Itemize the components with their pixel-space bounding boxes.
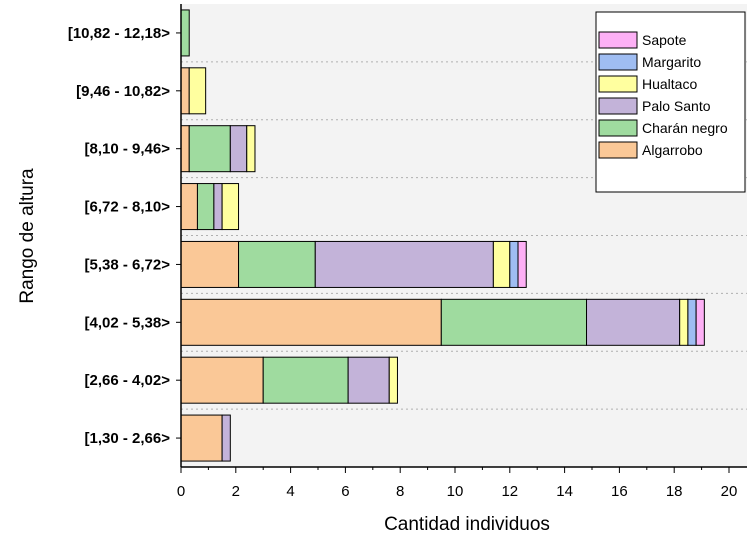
x-tick-label: 14 <box>556 483 573 500</box>
x-tick-label: 0 <box>177 483 185 500</box>
legend-swatch <box>598 31 638 49</box>
bar-segment <box>180 414 223 462</box>
bar-segment <box>180 125 190 173</box>
legend-label: Margarito <box>642 54 701 70</box>
legend-label: Palo Santo <box>642 98 711 114</box>
x-tick-label: 10 <box>447 483 464 500</box>
legend-label: Hualtaco <box>642 76 697 92</box>
x-axis-title: Cantidad individuos <box>384 514 550 535</box>
legend-swatch <box>598 75 638 93</box>
y-axis-title: Rango de altura <box>17 168 38 304</box>
legend-swatch <box>598 119 638 137</box>
bar-segment <box>180 240 240 288</box>
category-tick-label: [6,72 - 8,10> <box>85 199 171 216</box>
bar-segment <box>238 240 316 288</box>
bar-segment <box>229 125 248 173</box>
bar-segment <box>180 298 442 346</box>
category-tick-label: [9,46 - 10,82> <box>76 83 170 100</box>
legend-swatch <box>598 141 638 159</box>
axes <box>176 4 747 473</box>
bar-segment <box>314 240 494 288</box>
x-tick-label: 16 <box>611 483 628 500</box>
bar-segment <box>347 356 390 404</box>
legend-swatch <box>598 97 638 115</box>
bar-segment <box>221 414 231 462</box>
category-tick-label: [1,30 - 2,66> <box>85 430 171 447</box>
bar-segment <box>517 240 527 288</box>
bar-segment <box>687 298 697 346</box>
x-tick-label: 18 <box>666 483 683 500</box>
legend-label: Algarrobo <box>642 142 703 158</box>
x-tick-label: 2 <box>232 483 240 500</box>
bar-segment <box>188 125 231 173</box>
x-tick-labels: 0 2 4 6 8 10 12 14 16 18 20 <box>177 483 738 500</box>
legend: Sapote Margarito Hualtaco Palo Santo Charán … <box>595 11 746 193</box>
bar-segment <box>492 240 511 288</box>
bar-segment <box>440 298 588 346</box>
legend-label: Sapote <box>642 32 687 48</box>
legend-swatch <box>598 53 638 71</box>
bar-segment <box>262 356 349 404</box>
category-tick-label: [2,66 - 4,02> <box>85 372 171 389</box>
bar-segment <box>221 183 240 231</box>
legend-label: Charán negro <box>642 120 728 136</box>
bar-segment <box>180 9 190 57</box>
bar-segment <box>246 125 256 173</box>
category-tick-label: [10,82 - 12,18> <box>68 25 170 42</box>
x-tick-label: 6 <box>341 483 349 500</box>
bar-segment <box>196 183 215 231</box>
x-tick-label: 20 <box>721 483 738 500</box>
x-tick-label: 8 <box>396 483 404 500</box>
bar-segment <box>509 240 519 288</box>
category-tick-label: [8,10 - 9,46> <box>85 141 171 158</box>
bar-segment <box>388 356 398 404</box>
bars <box>180 9 705 462</box>
bar-segment <box>695 298 705 346</box>
bar-segment <box>586 298 681 346</box>
category-tick-label: [4,02 - 5,38> <box>85 314 171 331</box>
legend-items: Sapote Margarito Hualtaco Palo Santo Charán … <box>598 31 728 159</box>
x-tick-label: 4 <box>286 483 294 500</box>
bar-segment <box>180 67 190 115</box>
bar-segment <box>679 298 689 346</box>
bar-segment <box>213 183 223 231</box>
bar-segment <box>180 183 198 231</box>
bar-segment <box>188 67 207 115</box>
category-labels: [1,30 - 2,66> [2,66 - 4,02> [4,02 - 5,38> [… <box>68 25 170 447</box>
x-tick-label: 12 <box>501 483 518 500</box>
bar-segment <box>180 356 264 404</box>
category-tick-label: [5,38 - 6,72> <box>85 256 171 273</box>
